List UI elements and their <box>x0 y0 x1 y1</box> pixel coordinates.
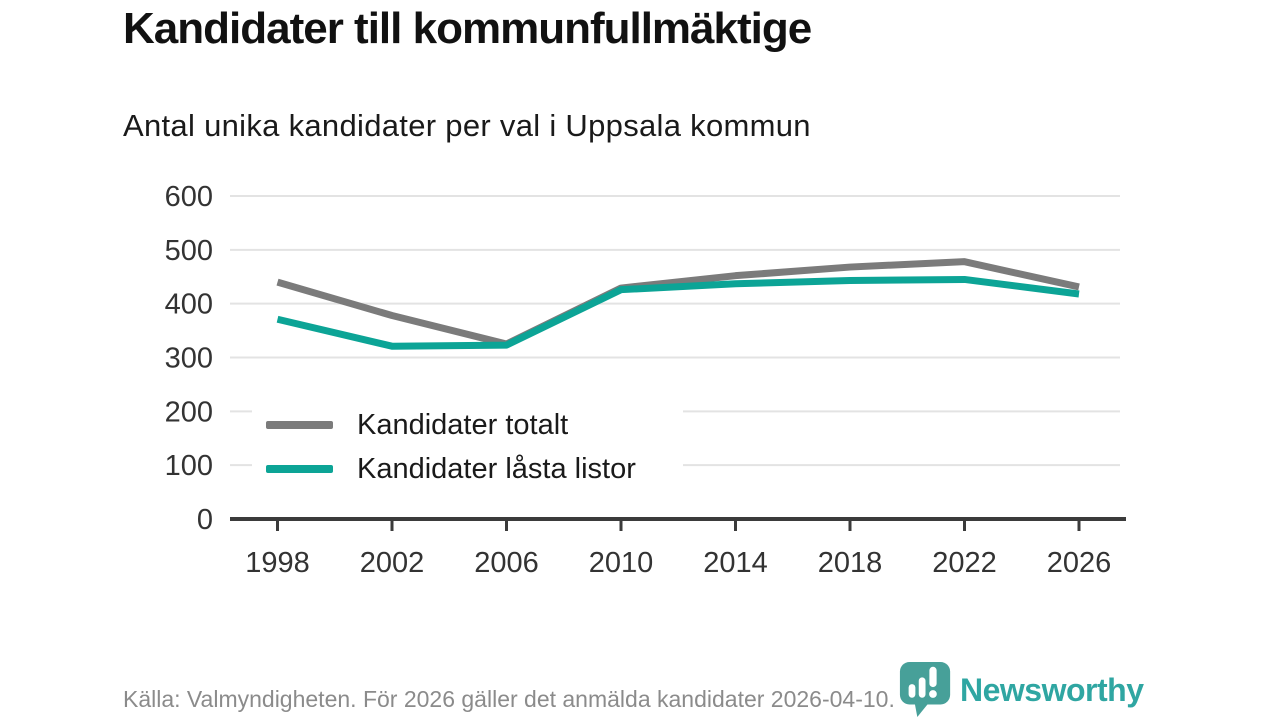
legend-label-lasta-listor: Kandidater låsta listor <box>357 452 636 485</box>
y-tick-label: 100 <box>165 450 213 482</box>
y-tick-label: 400 <box>165 289 213 321</box>
legend-item-lasta-listor: Kandidater låsta listor <box>252 447 683 491</box>
y-tick-label: 600 <box>165 181 213 213</box>
x-tick-label: 1998 <box>245 547 310 579</box>
series-line-kandidater-l-sta-listor <box>276 275 1080 350</box>
x-tick-label: 2022 <box>932 547 997 579</box>
x-tick-label: 2006 <box>474 547 539 579</box>
x-tick-label: 2002 <box>360 547 425 579</box>
y-tick-label: 300 <box>165 343 213 375</box>
series-line-kandidater-totalt <box>276 258 1080 348</box>
source-note: Källa: Valmyndigheten. För 2026 gäller d… <box>123 686 895 712</box>
legend-item-totalt: Kandidater totalt <box>252 403 683 447</box>
chart-subtitle: Antal unika kandidater per val i Uppsala… <box>123 108 811 143</box>
legend-swatch-gray <box>266 421 333 429</box>
newsworthy-bubble-icon <box>899 661 951 717</box>
legend-label-totalt: Kandidater totalt <box>357 408 569 441</box>
x-tick-label: 2014 <box>703 547 768 579</box>
legend-swatch-teal <box>266 465 333 473</box>
x-tick-label: 2026 <box>1047 547 1112 579</box>
y-tick-label: 200 <box>165 396 213 428</box>
page-title: Kandidater till kommunfullmäktige <box>123 4 812 53</box>
newsworthy-logo: Newsworthy <box>898 660 1144 718</box>
x-tick-label: 2010 <box>589 547 654 579</box>
y-tick-label: 0 <box>197 504 213 536</box>
chart-legend: Kandidater totalt Kandidater låsta listo… <box>252 398 683 492</box>
newsworthy-wordmark: Newsworthy <box>960 672 1144 708</box>
y-tick-label: 500 <box>165 235 213 267</box>
x-tick-label: 2018 <box>818 547 883 579</box>
